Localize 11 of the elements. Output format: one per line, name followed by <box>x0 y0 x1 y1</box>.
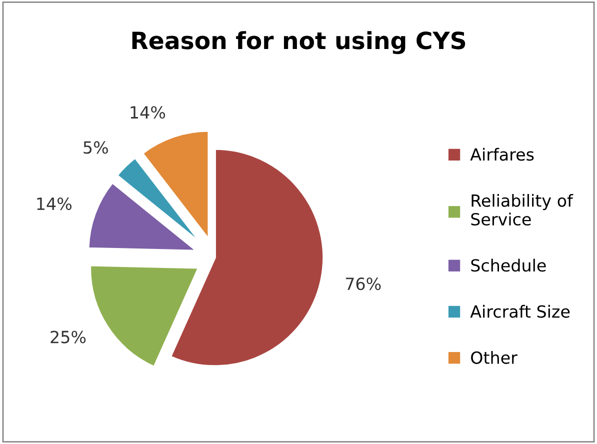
chart-title: Reason for not using CYS <box>132 31 466 54</box>
data-label: 76% <box>346 278 381 290</box>
data-label: 25% <box>50 330 86 344</box>
data-label: 14% <box>130 106 166 119</box>
legend-label: Schedule <box>471 258 546 272</box>
legend-label: Aircraft Size <box>470 304 570 318</box>
data-label: 14% <box>37 197 72 210</box>
data-label: 5% <box>84 141 108 154</box>
legend-label: Airfares <box>470 148 534 161</box>
legend-label: Other <box>471 351 518 364</box>
legend-label: Reliability of Service <box>471 194 574 226</box>
